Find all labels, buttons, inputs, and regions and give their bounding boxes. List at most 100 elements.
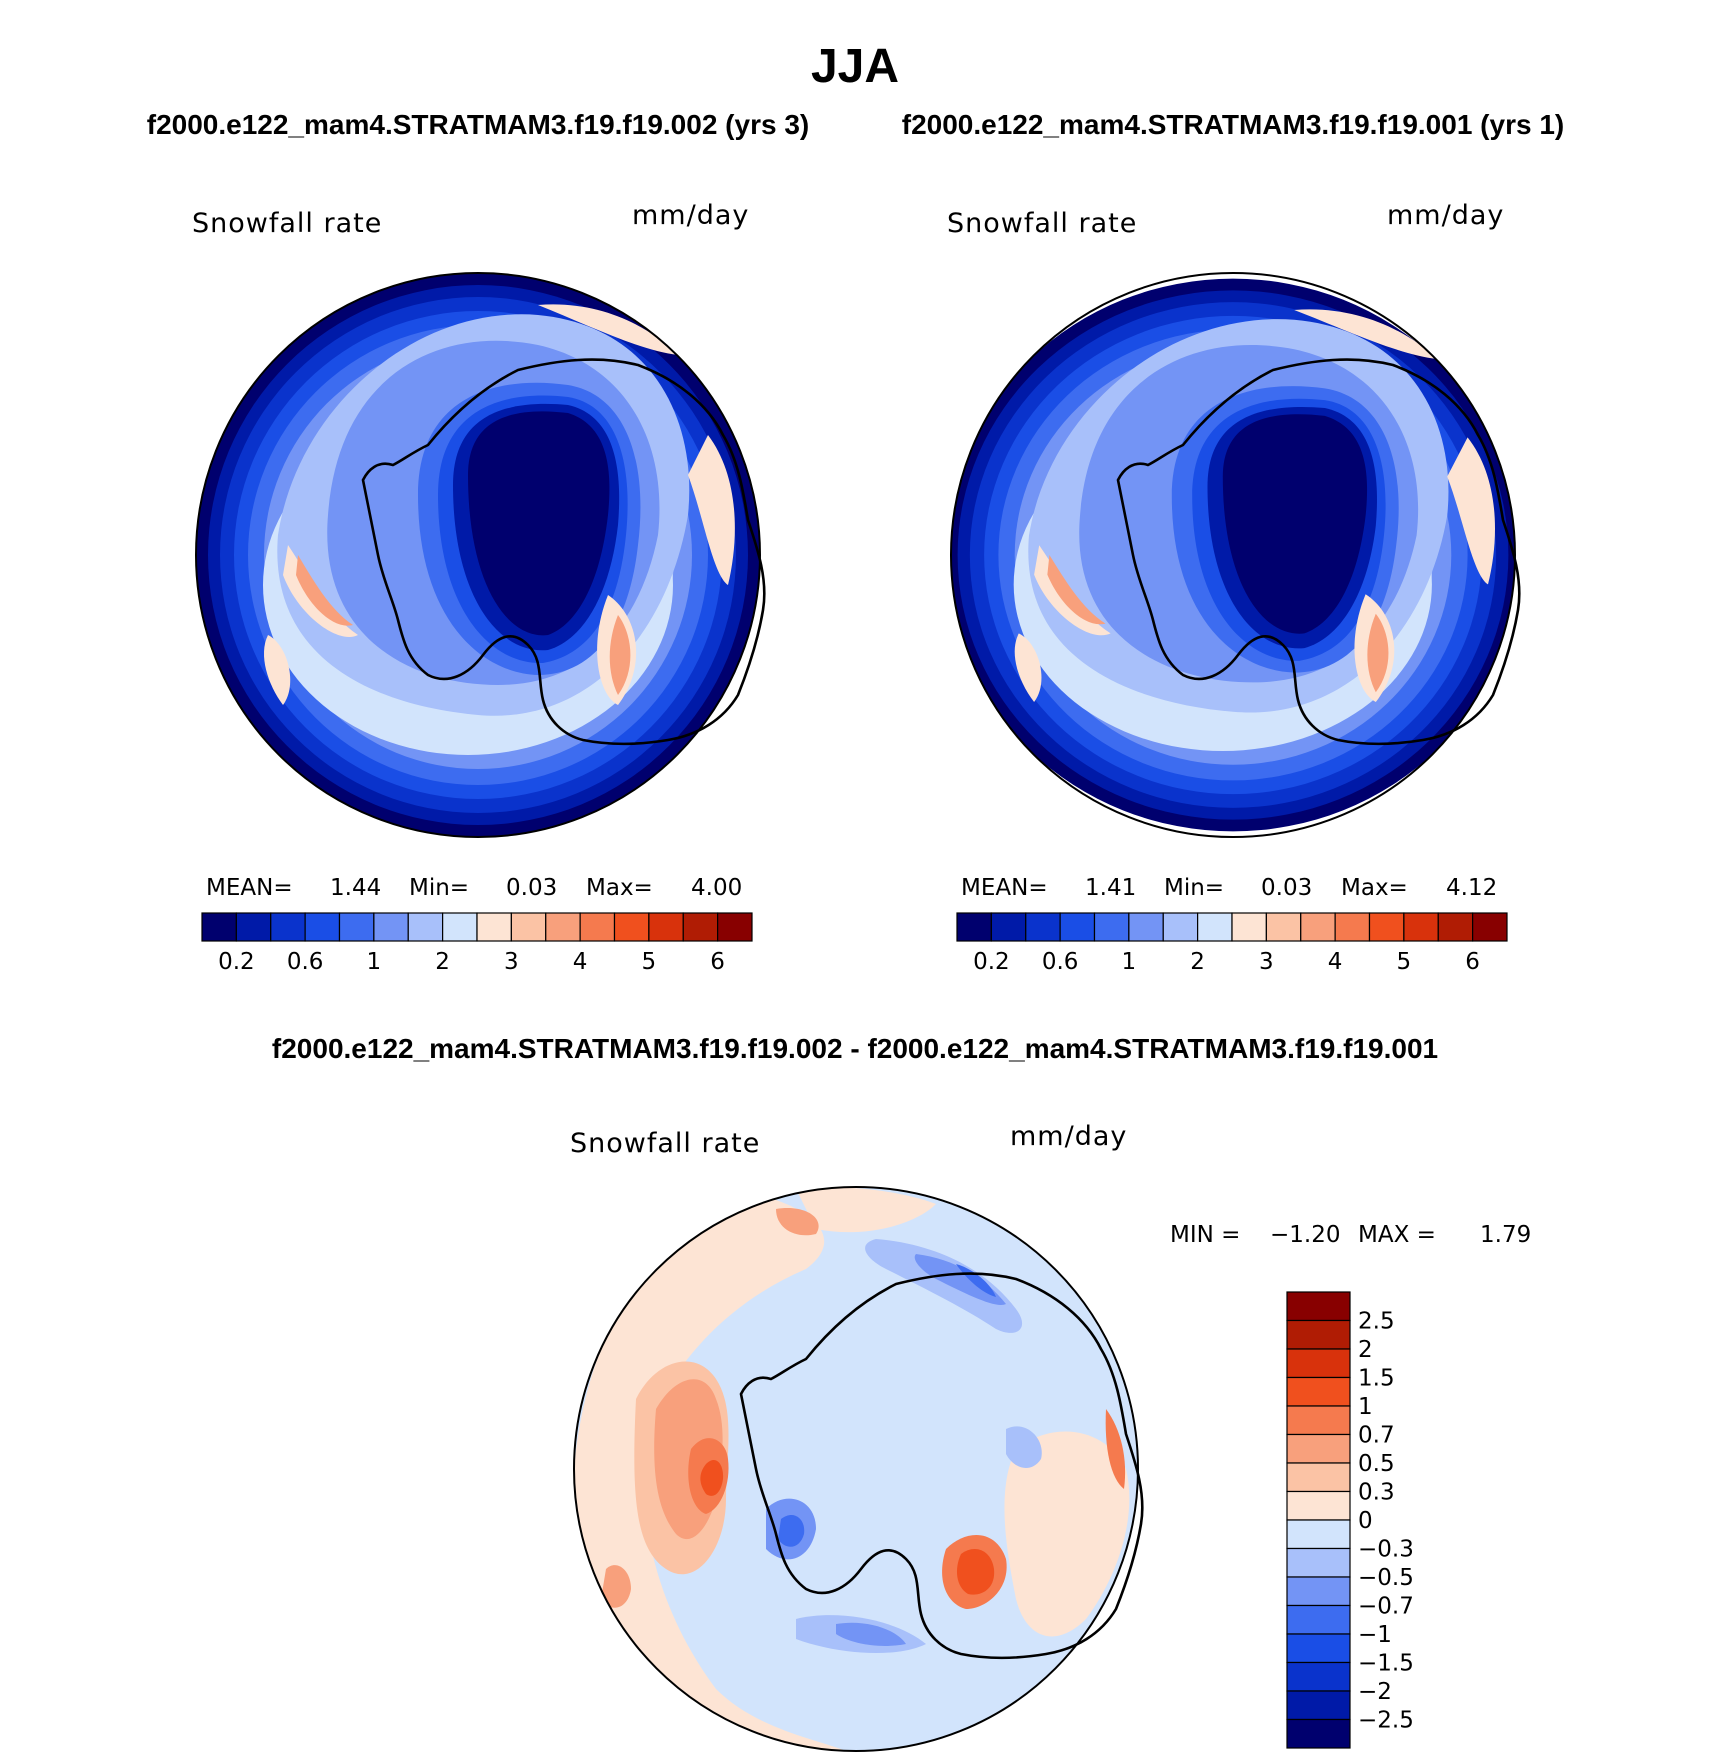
colorbar-swatch — [1286, 1348, 1351, 1379]
panel-c-min-value: −1.20 — [1270, 1222, 1340, 1248]
colorbar-swatch — [1197, 912, 1233, 942]
colorbar-swatch — [476, 912, 512, 942]
panel-c-colorbar: 2.52 1.51 0.70.5 0.30 −0.3−0.5 −0.7−1 −1.5−2 −2… — [1286, 1291, 1414, 1749]
colorbar-tick-label: 1 — [367, 949, 382, 975]
colorbar-tick-label: −1 — [1358, 1622, 1392, 1648]
colorbar-swatch — [510, 912, 547, 942]
panel-c-max-value: 1.79 — [1480, 1222, 1531, 1248]
colorbar-tick-label: −1.5 — [1358, 1651, 1414, 1677]
panel-b-variable: Snowfall rate — [947, 208, 1137, 239]
panel-a-colorbar: 0.2 0.6 1 2 3 4 5 6 — [201, 912, 753, 975]
colorbar-tick-label: 0.6 — [287, 949, 324, 975]
colorbar-swatch — [1286, 1576, 1351, 1607]
colorbar-tick-label: −0.3 — [1358, 1537, 1414, 1563]
colorbar-tick-label: 6 — [710, 949, 725, 975]
subtitle-left: f2000.e122_mam4.STRATMAM3.f19.f19.002 (y… — [147, 109, 809, 140]
colorbar-swatch — [1368, 912, 1405, 942]
colorbar-tick-label: 0.3 — [1358, 1480, 1395, 1506]
colorbar-swatch — [956, 912, 992, 942]
panel-a-min-value: 0.03 — [506, 875, 557, 901]
panel-c-min-label: MIN = — [1170, 1222, 1240, 1248]
colorbar-tick-label: 1 — [1358, 1394, 1373, 1420]
colorbar-tick-label: 0.7 — [1358, 1423, 1395, 1449]
panel-b-min-value: 0.03 — [1261, 875, 1312, 901]
colorbar-swatch — [1286, 1690, 1351, 1721]
colorbar-swatch — [1286, 1376, 1351, 1407]
panel-b: Snowfall rate mm/day MEAN= 1.41 Min= 0.0… — [947, 200, 1521, 975]
colorbar-swatch — [1286, 1547, 1351, 1578]
colorbar-tick-label: 0.2 — [973, 949, 1010, 975]
panel-b-min-label: Min= — [1164, 875, 1224, 901]
subtitle-right: f2000.e122_mam4.STRATMAM3.f19.f19.001 (y… — [902, 109, 1564, 140]
colorbar-swatch — [1231, 912, 1267, 942]
panel-c-map-border — [573, 1186, 1139, 1752]
colorbar-swatch — [442, 912, 478, 942]
colorbar-tick-label: 0.5 — [1358, 1451, 1395, 1477]
colorbar-swatch — [201, 912, 237, 942]
panel-a: Snowfall rate mm/day MEAN= 1.44 Min= 0.0… — [192, 200, 766, 975]
panel-a-max-label: Max= — [586, 875, 653, 901]
colorbar-swatch — [613, 912, 650, 942]
colorbar-swatch — [338, 912, 375, 942]
colorbar-swatch — [1286, 1291, 1351, 1322]
colorbar-swatch — [1286, 1490, 1351, 1521]
panel-b-max-value: 4.12 — [1446, 875, 1497, 901]
panel-c-max-label: MAX = — [1358, 1222, 1436, 1248]
colorbar-swatch — [545, 912, 581, 942]
colorbar-swatch — [1286, 1462, 1351, 1493]
figure-title: JJA — [811, 40, 899, 93]
colorbar-tick-label: 5 — [1397, 949, 1412, 975]
colorbar-tick-label: 3 — [504, 949, 519, 975]
panel-b-mean-value: 1.41 — [1085, 875, 1136, 901]
colorbar-swatch — [1286, 1633, 1351, 1664]
panel-c-units: mm/day — [1010, 1121, 1127, 1152]
colorbar-swatch — [373, 912, 409, 942]
colorbar-tick-label: 0 — [1358, 1508, 1373, 1534]
colorbar-tick-label: 2 — [435, 949, 450, 975]
colorbar-swatch — [1093, 912, 1130, 942]
colorbar-swatch — [717, 912, 753, 942]
colorbar-swatch — [1286, 1433, 1351, 1464]
colorbar-swatch — [1162, 912, 1199, 942]
panel-a-max-value: 4.00 — [691, 875, 742, 901]
panel-a-min-label: Min= — [409, 875, 469, 901]
colorbar-swatch — [1403, 912, 1439, 942]
panel-a-stats: MEAN= 1.44 Min= 0.03 Max= 4.00 — [206, 875, 742, 901]
colorbar-swatch — [579, 912, 616, 942]
panel-a-variable: Snowfall rate — [192, 208, 382, 239]
panel-c: Snowfall rate mm/day MIN = −1.20 MAX = 1… — [570, 1121, 1531, 1752]
colorbar-tick-label: 6 — [1465, 949, 1480, 975]
colorbar-swatch — [1286, 1604, 1351, 1635]
colorbar-tick-label: 1 — [1122, 949, 1137, 975]
colorbar-tick-label: 2 — [1358, 1337, 1373, 1363]
panel-c-stats: MIN = −1.20 MAX = 1.79 — [1170, 1222, 1531, 1248]
panel-a-map-border — [195, 272, 761, 838]
colorbar-tick-label: 2 — [1190, 949, 1205, 975]
panel-b-stats: MEAN= 1.41 Min= 0.03 Max= 4.12 — [961, 875, 1497, 901]
colorbar-swatch — [648, 912, 684, 942]
colorbar-swatch — [270, 912, 306, 942]
colorbar-swatch — [304, 912, 341, 942]
panel-a-mean-label: MEAN= — [206, 875, 293, 901]
panel-b-map-border — [950, 272, 1516, 838]
panel-b-max-label: Max= — [1341, 875, 1408, 901]
colorbar-tick-label: 1.5 — [1358, 1366, 1395, 1392]
colorbar-tick-label: 2.5 — [1358, 1309, 1395, 1335]
colorbar-tick-label: 4 — [573, 949, 588, 975]
panel-a-mean-value: 1.44 — [330, 875, 381, 901]
colorbar-tick-label: 0.6 — [1042, 949, 1079, 975]
colorbar-swatch — [682, 912, 719, 942]
colorbar-tick-label: −0.7 — [1358, 1594, 1414, 1620]
colorbar-swatch — [1059, 912, 1096, 942]
colorbar-swatch — [1286, 1319, 1351, 1350]
colorbar-swatch — [1286, 1661, 1351, 1692]
colorbar-tick-label: 3 — [1259, 949, 1274, 975]
panel-b-units: mm/day — [1387, 200, 1504, 231]
colorbar-swatch — [1334, 912, 1371, 942]
panel-a-units: mm/day — [632, 200, 749, 231]
colorbar-tick-label: 4 — [1328, 949, 1343, 975]
panel-b-mean-label: MEAN= — [961, 875, 1048, 901]
panel-b-colorbar: 0.2 0.6 1 2 3 4 5 6 — [956, 912, 1508, 975]
colorbar-swatch — [235, 912, 272, 942]
